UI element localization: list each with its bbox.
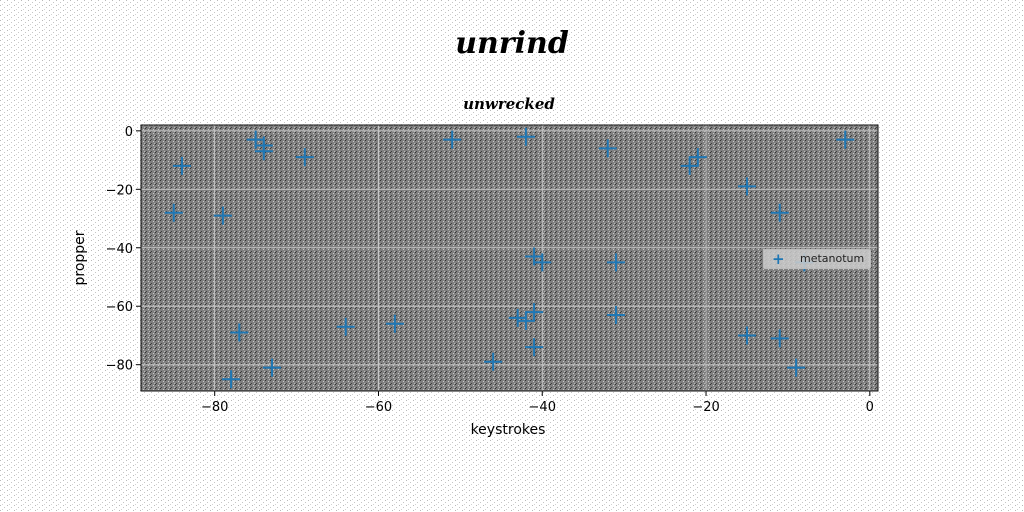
x-tick-label: 0 [866, 400, 874, 415]
data-point [737, 326, 756, 345]
data-point [737, 177, 756, 196]
plot-frame [140, 124, 879, 392]
y-tick-label: −20 [106, 183, 133, 198]
x-tick-label: −20 [692, 400, 719, 415]
data-point [508, 308, 527, 327]
data-point [222, 370, 241, 389]
data-point [770, 203, 789, 222]
data-point [254, 142, 273, 161]
y-tick-label: −40 [106, 242, 133, 257]
legend-label: metanotum [800, 252, 865, 265]
data-point [295, 148, 314, 167]
chart-title: unrind [455, 26, 569, 61]
data-point [680, 156, 699, 175]
data-point [516, 311, 535, 330]
data-point [263, 358, 282, 377]
data-point [164, 203, 183, 222]
data-point [533, 253, 552, 272]
data-point [230, 323, 249, 342]
data-point [688, 148, 707, 167]
chart-subtitle: unwrecked [463, 95, 555, 113]
legend-marker-icon: + [772, 250, 785, 268]
data-point [336, 317, 355, 336]
data-point [172, 156, 191, 175]
data-point [213, 206, 232, 225]
legend: + metanotum [763, 249, 871, 269]
data-point [385, 314, 404, 333]
data-point [606, 253, 625, 272]
data-point [516, 127, 535, 146]
data-points [164, 127, 855, 389]
data-point [598, 139, 617, 158]
data-point [525, 303, 544, 322]
plot-noise [141, 125, 878, 391]
y-tick-label: −60 [106, 300, 133, 315]
data-point [770, 329, 789, 348]
data-point [787, 358, 806, 377]
data-point [484, 352, 503, 371]
x-tick-label: −80 [201, 400, 228, 415]
y-tick-label: −80 [106, 359, 133, 374]
y-tick-label: 0 [125, 125, 133, 140]
x-axis-label: keystrokes [471, 422, 546, 438]
ticks: −80 −60 −40 −20 0 0 −20 −40 −60 −80 [106, 125, 874, 415]
data-point [443, 130, 462, 149]
data-point [525, 338, 544, 357]
data-point [836, 130, 855, 149]
data-point [606, 306, 625, 324]
x-tick-label: −40 [529, 400, 556, 415]
x-tick-label: −60 [365, 400, 392, 415]
y-axis-label: propper [72, 230, 88, 285]
